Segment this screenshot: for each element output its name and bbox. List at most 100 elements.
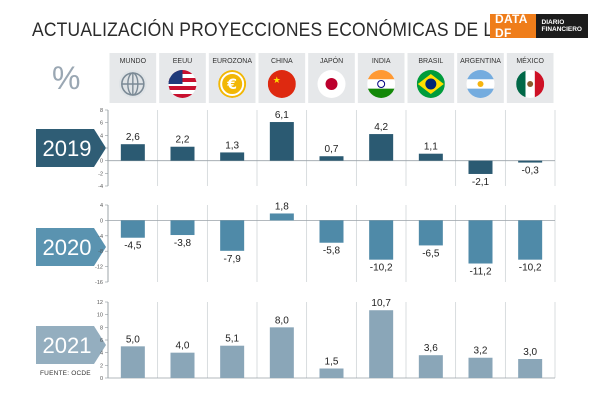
svg-text:★: ★ [273,76,281,86]
data-label: -10,2 [370,263,393,274]
data-label: -6,5 [422,248,440,259]
data-label: 3,6 [424,343,438,354]
country-header: MUNDO [109,53,157,103]
bar-2021 [120,346,145,378]
y-tick-label: -8 [98,249,103,255]
country-name: MUNDO [120,58,147,65]
y-tick-label: 2 [100,146,103,152]
year-label: 2019 [43,136,92,161]
data-label: -3,8 [174,238,192,249]
year-tag [36,129,106,167]
country-name: BRASIL [418,58,443,65]
y-tick-label: 12 [97,300,103,306]
data-label: -10,2 [519,263,542,274]
data-label: -5,8 [323,246,341,257]
data-label: -4,5 [124,241,142,252]
data-label: 1,5 [325,357,339,368]
chart-title: ACTUALIZACIÓN PROYECCIONES ECONÓMICAS DE… [32,20,561,41]
y-tick-label: 4 [100,203,103,209]
bar-2021 [319,368,344,378]
year-tag [36,228,106,266]
y-tick-label: 8 [100,108,103,114]
bar-2019 [269,122,294,161]
country-header: JAPÓN [308,53,355,103]
bar-2021 [468,357,493,378]
usa-flag-icon [168,70,197,98]
country-header: MÉXICO [506,53,554,103]
svg-text:€: € [226,77,237,93]
data-label: -0,3 [522,166,540,177]
bar-2019 [468,160,493,174]
y-tick-label: -2 [98,171,103,177]
panel-2021: 2021 12 10 8 6 4 2 0 5,0 4,0 5,1 8,0 1,5 10,7 3,6 3,2 3,… [36,298,556,382]
brand-sub: DIARIO FINANCIERO [535,14,588,38]
data-label: 3,2 [474,346,488,357]
country-header: INDIA [357,53,405,103]
data-label: -11,2 [469,267,491,278]
india-flag-icon [367,70,396,98]
country-header: EUROZONA € [208,53,256,103]
data-label: 1,8 [275,201,289,212]
bar-2021 [518,359,543,378]
japan-flag-icon [317,70,346,98]
bar-2019 [418,153,443,161]
country-header: CHINA ★ [258,53,306,103]
y-tick-label: -12 [95,265,103,271]
brand-sub-line-2: FINANCIERO [541,26,582,33]
bar-2019 [319,156,344,161]
bar-2020 [120,220,145,238]
bar-2020 [220,220,245,251]
bar-2020 [468,220,493,264]
bar-2019 [220,152,245,161]
bar-2019 [120,144,145,161]
data-label: 1,3 [225,140,239,151]
unit-symbol: % [52,60,81,96]
bar-2021 [418,355,443,378]
country-name: INDIA [372,58,391,65]
globe-icon [118,70,147,98]
year-label: 2020 [43,235,92,260]
country-name: EEUU [173,58,192,65]
country-header: ARGENTINA [457,53,504,103]
bar-2021 [170,352,195,378]
y-tick-label: 4 [100,133,103,139]
bar-2020 [319,220,344,243]
y-tick-label: 0 [100,218,103,224]
china-flag-icon: ★ [267,70,296,98]
panel-2020: 2020 4 0 -4 -8 -12 -16 -4,5 -3,8 -7,9 1,8 -5,8 -10,2… [36,201,556,286]
data-label: 2,6 [126,132,140,143]
bar-2021 [269,327,294,378]
data-label: -2,1 [472,177,490,188]
data-label: 4,0 [176,341,190,352]
bar-2021 [369,310,394,378]
bar-2019 [170,146,195,161]
data-label: 5,0 [126,334,140,345]
y-tick-label: -16 [95,280,103,286]
country-header: BRASIL [407,53,455,103]
country-name: ARGENTINA [460,58,501,65]
bar-2020 [518,220,543,260]
bar-2020 [418,220,443,246]
y-tick-label: 2 [100,363,103,369]
data-label: 1,1 [424,142,438,153]
brand-logo: DATA DF DIARIO FINANCIERO [490,12,588,40]
year-tag [36,326,106,364]
bar-2021 [220,345,245,378]
country-name: CHINA [271,58,293,65]
year-label: 2021 [43,333,92,358]
euro-coin-icon: € [218,70,247,98]
data-label: 4,2 [374,122,388,133]
y-tick-label: 6 [100,338,103,344]
bar-2019 [369,134,394,161]
country-name: MÉXICO [516,56,544,65]
data-label: 6,1 [275,110,289,121]
brand-sub-line-1: DIARIO [541,19,565,26]
bar-2020 [369,220,394,260]
y-tick-label: 0 [100,159,103,165]
data-label: 2,2 [176,135,190,146]
y-tick-label: 10 [97,313,103,319]
y-tick-label: 0 [100,376,103,382]
argentina-flag-icon [466,70,495,98]
data-label: -7,9 [224,254,242,265]
data-label: 0,7 [325,144,339,155]
